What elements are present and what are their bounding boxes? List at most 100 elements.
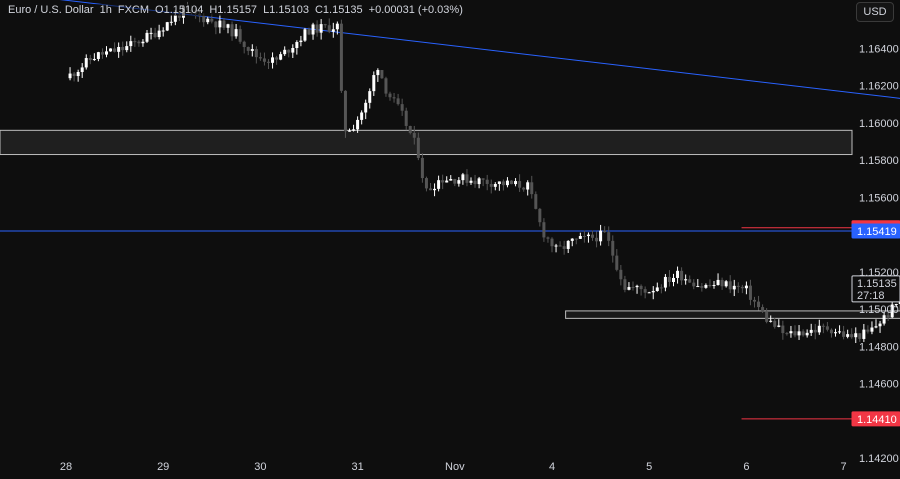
candle-body-86 bbox=[416, 137, 420, 158]
candle-body-130 bbox=[595, 237, 599, 242]
candle-body-174 bbox=[773, 320, 777, 327]
price-tag-bg-3 bbox=[851, 411, 900, 427]
candle-body-77 bbox=[380, 70, 384, 79]
candle-body-166 bbox=[740, 286, 744, 289]
candle-body-152 bbox=[684, 279, 688, 281]
candle-body-155 bbox=[696, 286, 700, 288]
candle-body-69 bbox=[348, 130, 351, 132]
legend-open: O1.15104 bbox=[155, 4, 204, 16]
candle-body-159 bbox=[712, 285, 716, 287]
legend-interval[interactable]: 1h bbox=[99, 4, 112, 16]
candle-body-62 bbox=[319, 24, 323, 33]
candle-body-66 bbox=[335, 23, 339, 30]
currency-button[interactable]: USD bbox=[856, 2, 894, 22]
candle-body-53 bbox=[283, 49, 287, 55]
candle-body-137 bbox=[623, 279, 627, 290]
candle-body-2 bbox=[76, 72, 80, 77]
candle-body-154 bbox=[692, 282, 696, 287]
candle-body-61 bbox=[315, 24, 319, 33]
candle-body-79 bbox=[388, 93, 392, 98]
candle-body-114 bbox=[530, 182, 534, 195]
candle-body-43 bbox=[242, 41, 246, 48]
candle-body-119 bbox=[550, 238, 554, 247]
candle-body-118 bbox=[546, 237, 550, 239]
candle-body-170 bbox=[757, 301, 761, 308]
candle-body-204 bbox=[894, 304, 898, 306]
x-tick-8: 7 bbox=[841, 461, 847, 473]
candle-body-12 bbox=[117, 46, 121, 52]
resistance-zone bbox=[0, 129, 853, 156]
candle-body-189 bbox=[834, 332, 837, 334]
candle-body-131 bbox=[599, 230, 603, 242]
candle-body-10 bbox=[109, 48, 113, 52]
candle-body-193 bbox=[850, 334, 854, 338]
candle-body-196 bbox=[862, 329, 866, 339]
candle-body-115 bbox=[534, 194, 538, 209]
candle-body-19 bbox=[145, 32, 149, 42]
candle-body-142 bbox=[643, 289, 647, 293]
candle-body-165 bbox=[736, 285, 740, 287]
candle-body-47 bbox=[258, 57, 262, 59]
candle-body-82 bbox=[400, 104, 404, 111]
candle-body-181 bbox=[801, 331, 805, 336]
candle-body-111 bbox=[518, 181, 522, 188]
candle-body-168 bbox=[748, 285, 752, 300]
candle-body-83 bbox=[404, 110, 408, 126]
candle-body-44 bbox=[246, 47, 250, 51]
candle-body-63 bbox=[323, 24, 327, 26]
candle-body-17 bbox=[137, 41, 141, 44]
candle-body-46 bbox=[254, 49, 258, 58]
x-tick-7: 6 bbox=[743, 461, 749, 473]
candle-body-27 bbox=[177, 14, 181, 18]
candle-body-71 bbox=[356, 119, 360, 130]
candle-body-52 bbox=[279, 54, 283, 60]
candle-body-101 bbox=[477, 178, 481, 185]
price-countdown: 27:18 bbox=[857, 290, 885, 302]
candle-body-163 bbox=[728, 281, 732, 290]
candle-body-100 bbox=[473, 180, 477, 185]
candle-body-58 bbox=[303, 29, 307, 41]
x-tick-6: 5 bbox=[646, 461, 652, 473]
candle-body-184 bbox=[813, 329, 817, 333]
candle-body-80 bbox=[392, 97, 396, 99]
candle-body-22 bbox=[157, 30, 161, 38]
candle-body-113 bbox=[526, 182, 530, 190]
candle-body-25 bbox=[169, 21, 173, 23]
candle-body-8 bbox=[100, 52, 104, 55]
candle-body-147 bbox=[663, 276, 667, 288]
candle-body-110 bbox=[514, 181, 518, 185]
legend-close: C1.15135 bbox=[314, 4, 363, 16]
candle-body-121 bbox=[558, 245, 562, 247]
x-tick-0: 28 bbox=[60, 461, 72, 473]
candle-body-125 bbox=[574, 238, 578, 240]
legend-symbol[interactable]: Euro / U.S. Dollar bbox=[8, 4, 94, 16]
candle-body-50 bbox=[271, 57, 275, 63]
candle-body-200 bbox=[878, 323, 882, 327]
candle-body-92 bbox=[441, 180, 445, 183]
candle-body-42 bbox=[238, 29, 242, 42]
candle-body-192 bbox=[846, 334, 850, 337]
candle-body-74 bbox=[368, 91, 372, 103]
candle-body-176 bbox=[781, 325, 785, 334]
candle-body-135 bbox=[615, 255, 619, 270]
candle-body-162 bbox=[724, 281, 728, 287]
candle-body-191 bbox=[842, 331, 846, 337]
candle-body-56 bbox=[295, 42, 299, 49]
candle-body-96 bbox=[457, 180, 461, 184]
candle-body-9 bbox=[105, 51, 108, 55]
candle-body-202 bbox=[886, 315, 890, 318]
candle-body-48 bbox=[262, 58, 266, 62]
candle-body-138 bbox=[627, 287, 631, 290]
candle-body-81 bbox=[396, 98, 400, 105]
candle-body-144 bbox=[651, 290, 655, 293]
y-tick-2: 1.16000 bbox=[859, 118, 899, 130]
price-tag-bg-2 bbox=[851, 275, 900, 303]
candle-body-195 bbox=[858, 333, 862, 339]
candle-body-60 bbox=[311, 24, 315, 35]
candle-body-51 bbox=[275, 57, 279, 60]
candle-body-89 bbox=[429, 188, 432, 191]
candle-body-1 bbox=[72, 73, 76, 77]
candle-body-161 bbox=[720, 279, 724, 287]
y-axis: 1.164001.162001.160001.158001.156001.152… bbox=[859, 43, 899, 465]
